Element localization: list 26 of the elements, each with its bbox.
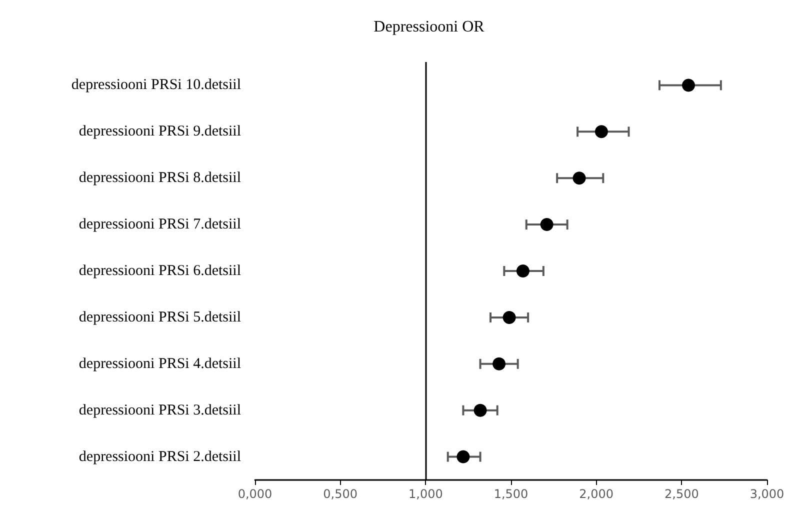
point xyxy=(516,264,530,278)
y-tick-label: depressiooni PRSi 5.detsiil xyxy=(78,309,241,326)
y-tick-label: depressiooni PRSi 9.detsiil xyxy=(78,124,241,140)
x-tick-label: 2,500 xyxy=(664,487,699,501)
y-tick-label: depressiooni PRSi 4.detsiil xyxy=(78,356,241,372)
y-tick-label: depressiooni PRSi 10.detsiil xyxy=(71,77,241,94)
x-tick-label: 3,000 xyxy=(750,487,784,501)
y-tick-label: depressiooni PRSi 6.detsiil xyxy=(78,263,241,279)
chart-title: Depressiooni OR xyxy=(374,18,485,36)
y-tick-label: depressiooni PRSi 2.detsiil xyxy=(78,448,241,465)
point xyxy=(492,357,506,370)
y-tick-label: depressiooni PRSi 8.detsiil xyxy=(78,170,241,186)
x-tick-label: 0,500 xyxy=(323,487,358,501)
x-tick-label: 2,000 xyxy=(579,487,614,501)
x-tick-label: 0,000 xyxy=(238,487,272,501)
point xyxy=(502,310,516,324)
point xyxy=(456,450,470,464)
point xyxy=(474,404,487,417)
x-tick-label: 1,500 xyxy=(494,487,528,501)
point xyxy=(594,125,608,138)
x-tick-label: 1,000 xyxy=(408,487,443,501)
point xyxy=(540,218,554,232)
point xyxy=(682,78,695,92)
y-tick-label: depressiooni PRSi 3.detsiil xyxy=(78,402,241,418)
point xyxy=(572,172,586,185)
y-tick-label: depressiooni PRSi 7.detsiil xyxy=(78,216,241,233)
